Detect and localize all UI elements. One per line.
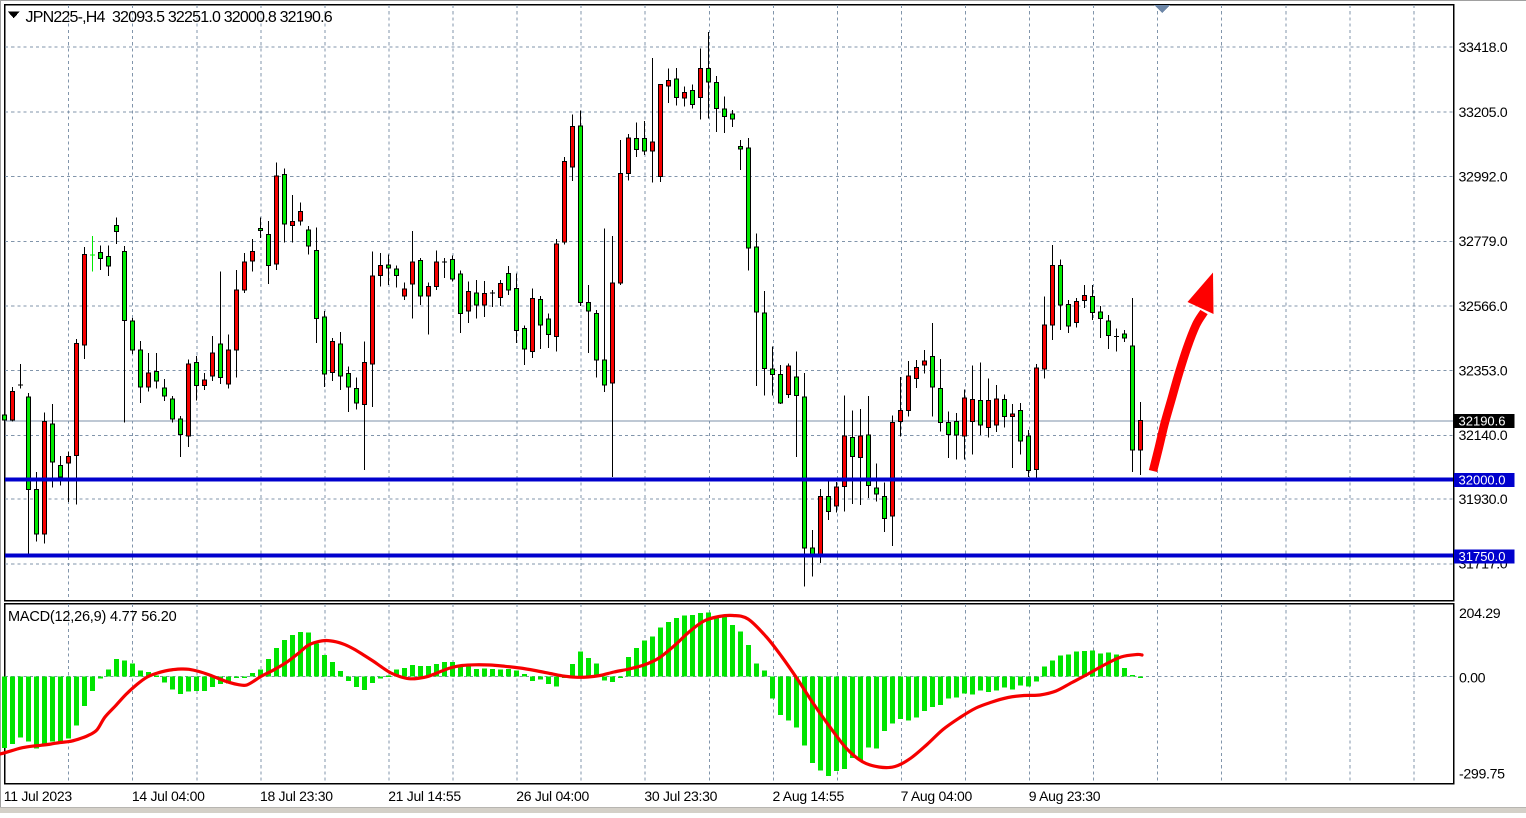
svg-text:26 Jul 04:00: 26 Jul 04:00 — [516, 788, 589, 804]
svg-text:32992.0: 32992.0 — [1459, 170, 1508, 186]
svg-text:7 Aug 04:00: 7 Aug 04:00 — [901, 788, 973, 804]
svg-text:-299.75: -299.75 — [1459, 767, 1505, 783]
svg-text:31750.0: 31750.0 — [1459, 549, 1506, 564]
svg-text:204.29: 204.29 — [1459, 606, 1501, 622]
svg-text:32140.0: 32140.0 — [1459, 428, 1508, 444]
svg-text:9 Aug 23:30: 9 Aug 23:30 — [1029, 788, 1101, 804]
svg-text:33418.0: 33418.0 — [1459, 40, 1508, 56]
svg-text:32779.0: 32779.0 — [1459, 234, 1508, 250]
svg-text:JPN225-,H4 32093.5 32251.0 32: JPN225-,H4 32093.5 32251.0 32000.8 32190… — [26, 9, 333, 26]
svg-text:18 Jul 23:30: 18 Jul 23:30 — [260, 788, 333, 804]
svg-text:21 Jul 14:55: 21 Jul 14:55 — [388, 788, 461, 804]
svg-text:11 Jul 2023: 11 Jul 2023 — [4, 788, 73, 804]
svg-text:14 Jul 04:00: 14 Jul 04:00 — [132, 788, 205, 804]
svg-text:MACD(12,26,9) 4.77 56.20: MACD(12,26,9) 4.77 56.20 — [8, 609, 177, 625]
svg-text:32190.6: 32190.6 — [1459, 413, 1506, 428]
svg-text:32353.0: 32353.0 — [1459, 364, 1508, 380]
svg-text:32566.0: 32566.0 — [1459, 299, 1508, 315]
svg-text:31930.0: 31930.0 — [1459, 492, 1508, 508]
svg-text:2 Aug 14:55: 2 Aug 14:55 — [773, 788, 845, 804]
svg-text:30 Jul 23:30: 30 Jul 23:30 — [644, 788, 717, 804]
svg-text:33205.0: 33205.0 — [1459, 105, 1508, 121]
svg-text:32000.0: 32000.0 — [1459, 472, 1506, 487]
svg-text:0.00: 0.00 — [1459, 671, 1486, 687]
